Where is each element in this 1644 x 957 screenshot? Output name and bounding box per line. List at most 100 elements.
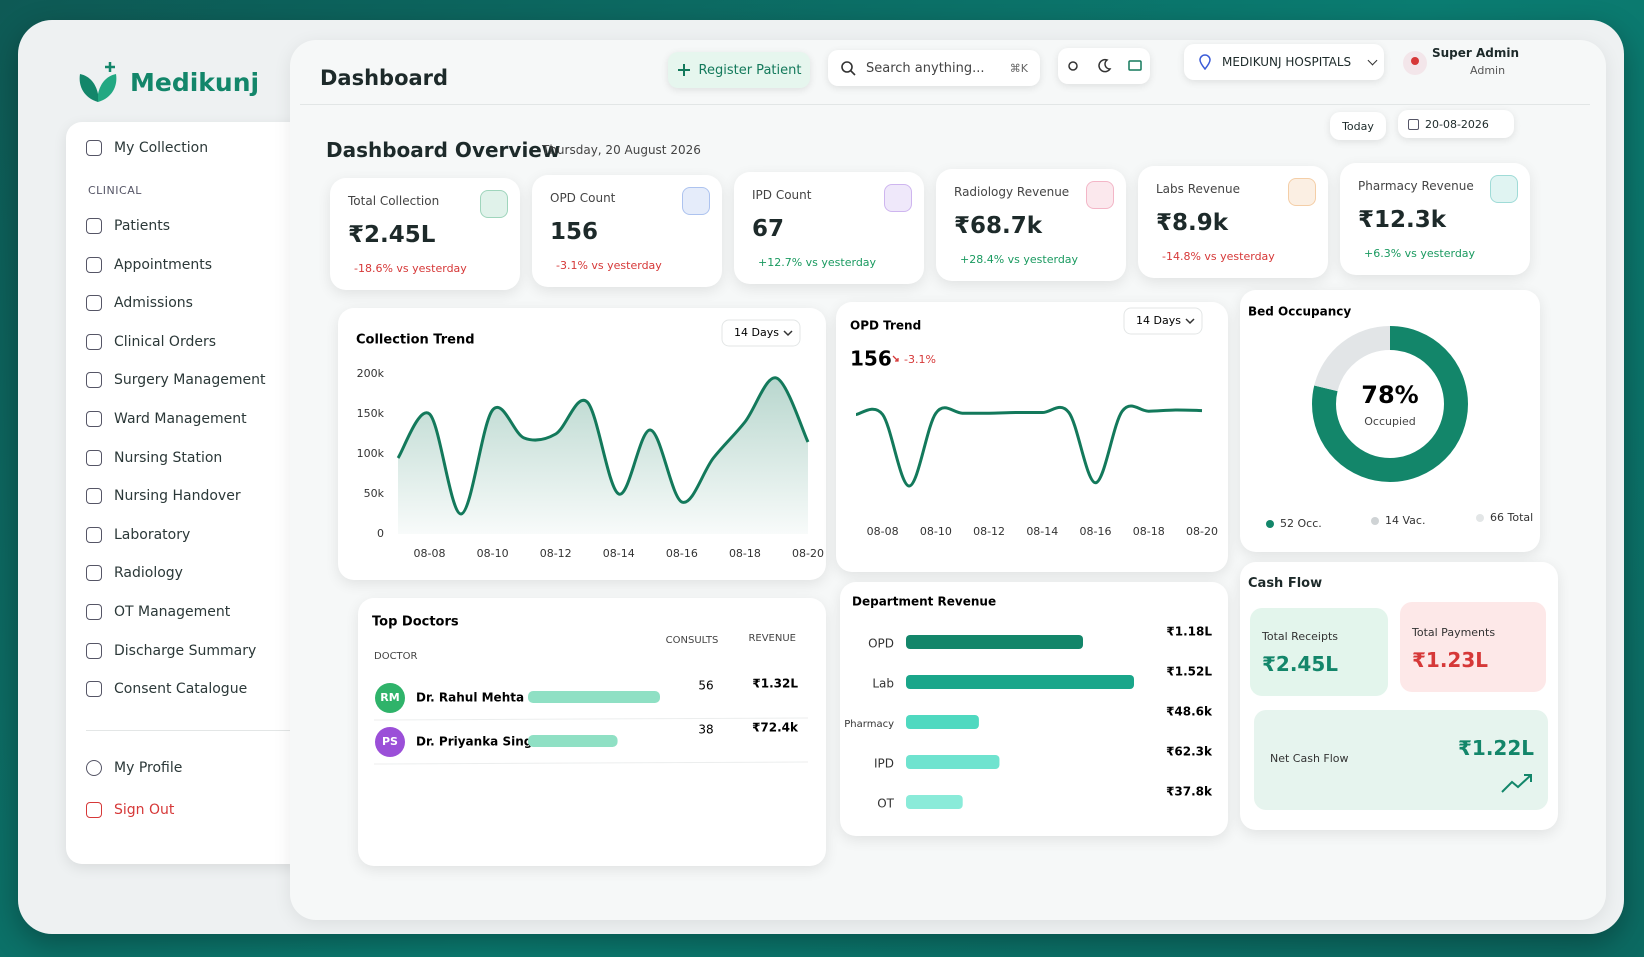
value-label: ₹1.18L: [1166, 625, 1212, 639]
nav-item[interactable]: My Profile: [86, 760, 182, 776]
kpi-card: OPD Count 156 -3.1% vs yesterday: [532, 175, 722, 287]
nav-item[interactable]: Surgery Management: [86, 372, 266, 389]
x-tick-label: 08-20: [1186, 525, 1218, 538]
nav-icon: [86, 449, 102, 466]
nav-item[interactable]: My Collection: [86, 140, 208, 156]
nav-item[interactable]: Clinical Orders: [86, 333, 217, 350]
x-tick-label: 08-18: [729, 547, 761, 560]
column-header: CONSULTS: [666, 635, 719, 646]
overview-date: Thursday, 20 August 2026: [542, 143, 701, 157]
consults-bar: [528, 691, 660, 703]
range-select[interactable]: 14 Days: [1123, 307, 1203, 335]
net-tile: Net Cash Flow ₹1.22L: [1254, 710, 1548, 810]
legend-label: 52 Occ.: [1280, 517, 1322, 530]
consults-bar: [528, 735, 618, 747]
nav-label: Nursing Station: [114, 449, 223, 466]
bed-occupancy-card: Bed Occupancy 78% Occupied 52 Occ. 14 Vac. 66…: [1240, 290, 1540, 552]
change-text: -3.1% vs yesterday: [556, 259, 662, 272]
hospital-select[interactable]: MEDIKUNJ HOSPITALS: [1184, 44, 1384, 80]
row-divider: [373, 717, 809, 721]
user-role: Admin: [1470, 64, 1506, 77]
column-header: REVENUE: [748, 633, 796, 644]
card-title: Top Doctors: [372, 615, 459, 630]
legend-label: 14 Vac.: [1385, 514, 1425, 527]
change-text: -18.6% vs yesterday: [354, 262, 467, 275]
kpi-value: ₹12.3k: [1358, 207, 1447, 233]
today-button[interactable]: Today: [1330, 112, 1386, 140]
kpi-label: Labs Revenue: [1156, 182, 1240, 196]
initials: PS: [382, 735, 398, 748]
y-tick-label: 150k: [357, 407, 385, 420]
search-placeholder: Search anything...: [866, 60, 985, 76]
kpi-change: +28.4% vs yesterday: [954, 253, 1078, 266]
search-box[interactable]: Search anything... ⌘K: [828, 50, 1040, 86]
nav-item[interactable]: OT Management: [86, 604, 230, 620]
nav-item[interactable]: Patients: [86, 218, 170, 234]
nav-item[interactable]: Discharge Summary: [86, 642, 257, 659]
kpi-value: ₹68.7k: [954, 213, 1043, 239]
change-text: +12.7% vs yesterday: [758, 256, 877, 269]
bar: [906, 635, 1083, 649]
category-label: Pharmacy: [844, 719, 894, 730]
current-value: 156: [850, 347, 892, 371]
nav-item[interactable]: Nursing Station: [86, 449, 223, 466]
card-title: Department Revenue: [852, 595, 996, 609]
kpi-card: Pharmacy Revenue ₹12.3k +6.3% vs yesterday: [1340, 163, 1530, 275]
cash-flow-card: Cash Flow Total Receipts ₹2.45L Total Pa…: [1240, 562, 1558, 830]
revenue: ₹1.32L: [752, 677, 798, 691]
change-text: -14.8% vs yesterday: [1162, 250, 1275, 263]
avatar[interactable]: [1402, 50, 1428, 76]
section-label: CLINICAL: [88, 184, 142, 197]
top-doctors-card: Top Doctors DOCTOR CONSULTS REVENUE RM Dr. Ra…: [358, 598, 826, 866]
down-arrow: [892, 355, 899, 362]
chart: Bed Occupancy 78% Occupied 52 Occ. 14 Vac. 66…: [1248, 305, 1533, 531]
kpi-icon: [1490, 175, 1518, 203]
kpi-change: -18.6% vs yesterday: [348, 262, 467, 275]
chevron: [783, 330, 793, 337]
hospital-name: MEDIKUNJ HOSPITALS: [1222, 55, 1352, 69]
dark-icon[interactable]: [1096, 58, 1112, 74]
nav-item[interactable]: Nursing Handover: [86, 488, 241, 505]
tile-value: ₹2.45L: [1262, 652, 1339, 676]
bar: [906, 795, 963, 809]
y-tick-label: 50k: [364, 487, 385, 500]
donut-segment: [1312, 326, 1468, 482]
kpi-label: Pharmacy Revenue: [1358, 179, 1474, 193]
initials: RM: [380, 691, 399, 704]
nav-item[interactable]: Appointments: [86, 256, 212, 273]
opd-trend-card: OPD Trend 14 Days 156 -3.1% 08-08 08-10 08-12 0…: [836, 302, 1228, 572]
department-revenue-card: Department Revenue OPD ₹1.18L Lab ₹1.52L Phar…: [840, 582, 1228, 836]
register-button[interactable]: Register Patient: [668, 52, 810, 88]
nav-item[interactable]: Ward Management: [86, 411, 247, 427]
kpi-change: +12.7% vs yesterday: [752, 256, 876, 269]
column-header: DOCTOR: [374, 651, 418, 662]
nav-item[interactable]: Consent Catalogue: [86, 681, 247, 698]
date-input[interactable]: 20-08-2026: [1398, 110, 1514, 138]
theme-switch[interactable]: [1058, 48, 1150, 84]
nav-icon: [86, 642, 102, 659]
nav-item[interactable]: Admissions: [86, 295, 193, 312]
y-tick-label: 200k: [357, 367, 385, 380]
nav-label: Clinical Orders: [114, 333, 217, 350]
nav-label: Admissions: [114, 295, 193, 312]
range-select[interactable]: 14 Days: [721, 319, 801, 347]
nav-icon: [86, 565, 102, 582]
trend-icon: [1501, 774, 1532, 793]
bar: [906, 675, 1134, 689]
overview-title: Dashboard Overview: [326, 138, 561, 162]
system-icon[interactable]: [1127, 58, 1143, 74]
nav-item[interactable]: Radiology: [86, 565, 183, 582]
x-tick-label: 08-14: [603, 547, 635, 560]
sign-out[interactable]: Sign Out: [86, 802, 174, 818]
kpi-value: 67: [752, 216, 785, 242]
nav-item[interactable]: Laboratory: [86, 526, 190, 543]
category-label: OPD: [868, 637, 894, 651]
nav-label: Discharge Summary: [114, 642, 257, 659]
nav-label: Surgery Management: [114, 372, 266, 389]
doctor-name: Dr. Priyanka Singh: [416, 735, 541, 749]
search-icon: [841, 61, 856, 76]
value-label: ₹1.52L: [1166, 665, 1212, 679]
x-tick-label: 08-12: [540, 547, 572, 560]
light-icon[interactable]: [1065, 58, 1081, 74]
select-box: [721, 319, 801, 347]
